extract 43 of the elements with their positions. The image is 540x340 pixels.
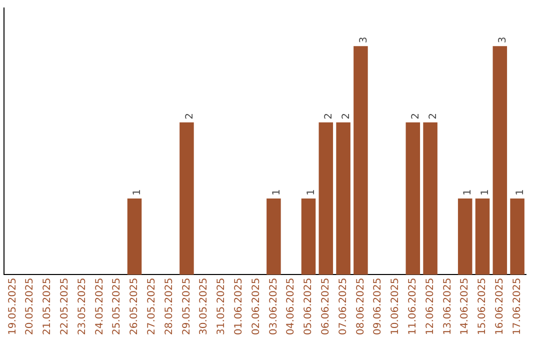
data-label: 2 xyxy=(184,112,196,120)
x-tick-label: 24.05.2025 xyxy=(94,278,106,336)
data-label: 3 xyxy=(497,36,508,44)
x-tick-label: 05.06.2025 xyxy=(303,278,314,336)
data-label: 1 xyxy=(271,189,282,196)
data-label: 2 xyxy=(410,112,422,120)
x-tick-label: 10.06.2025 xyxy=(390,278,402,336)
x-tick-label: 17.06.2025 xyxy=(512,278,523,336)
x-tick-label: 30.05.2025 xyxy=(198,278,210,336)
data-label: 1 xyxy=(132,189,144,196)
x-tick-label: 29.05.2025 xyxy=(181,278,192,336)
x-tick-label: 26.05.2025 xyxy=(129,278,140,336)
x-tick-label: 11.06.2025 xyxy=(407,278,418,336)
x-tick-label: 19.05.2025 xyxy=(7,278,18,336)
x-tick-label: 12.06.2025 xyxy=(424,278,436,336)
x-tick-label: 09.06.2025 xyxy=(372,278,384,336)
x-tick-label: 20.05.2025 xyxy=(24,278,36,336)
x-tick-label: 22.05.2025 xyxy=(59,278,70,336)
x-tick-label: 03.06.2025 xyxy=(268,278,280,336)
x-tick-label: 06.06.2025 xyxy=(320,278,332,336)
data-label: 3 xyxy=(358,36,370,44)
x-tick-label: 14.06.2025 xyxy=(460,278,471,336)
x-tick-label: 23.05.2025 xyxy=(76,278,88,336)
data-label: 1 xyxy=(306,189,318,196)
x-tick-label: 02.06.2025 xyxy=(250,278,262,336)
data-label: 2 xyxy=(323,112,334,120)
data-label: 2 xyxy=(428,112,439,120)
x-tick-label: 07.06.2025 xyxy=(338,278,349,336)
x-tick-label: 28.05.2025 xyxy=(164,278,175,336)
x-tick-label: 16.06.2025 xyxy=(494,278,506,336)
x-tick-label: 27.05.2025 xyxy=(146,278,158,336)
x-tick-label: 25.05.2025 xyxy=(112,278,123,336)
data-label: 1 xyxy=(480,189,492,196)
x-tick-label: 01.06.2025 xyxy=(233,278,244,336)
x-tick-label: 13.06.2025 xyxy=(442,278,454,336)
x-tick-label: 31.05.2025 xyxy=(216,278,228,336)
x-tick-label: 04.06.2025 xyxy=(286,278,297,336)
x-tick-label: 21.05.2025 xyxy=(42,278,54,336)
x-tick-label: 15.06.2025 xyxy=(477,278,488,336)
data-label: 2 xyxy=(340,112,352,120)
data-label: 1 xyxy=(462,189,474,196)
data-label: 1 xyxy=(514,189,526,196)
x-tick-label: 08.06.2025 xyxy=(355,278,366,336)
